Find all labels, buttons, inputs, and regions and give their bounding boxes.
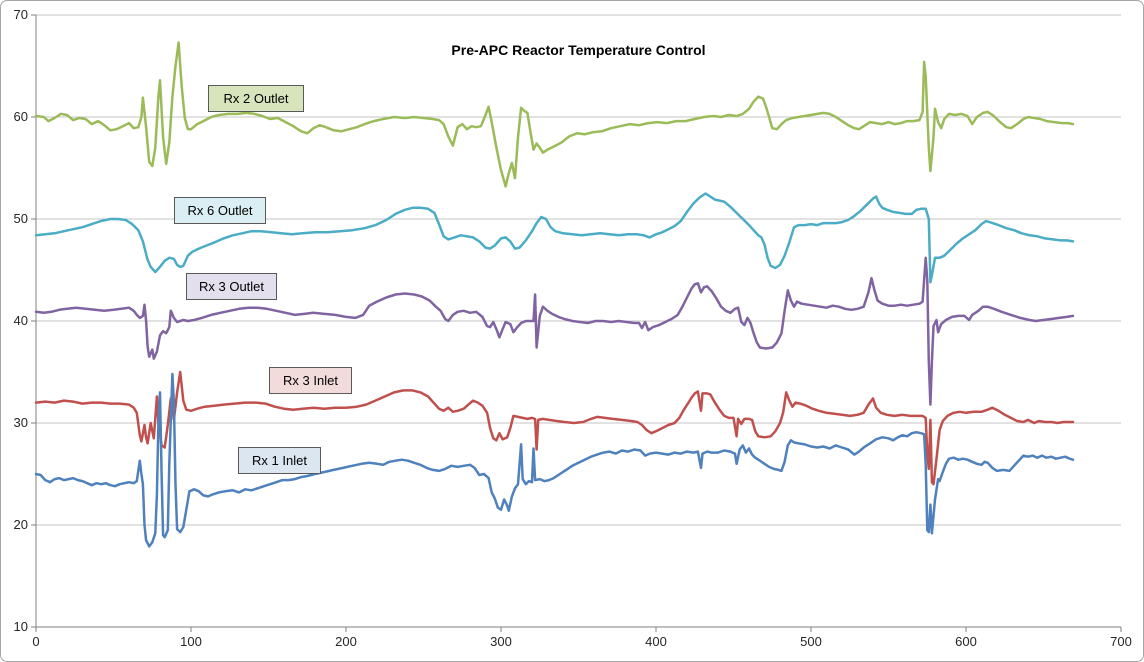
- y-tick-label-60: 60: [14, 109, 28, 124]
- series-line-rx-2-outlet: [34, 41, 1075, 188]
- y-tick-label-40: 40: [14, 313, 28, 328]
- series-line-rx-1-inlet: [34, 372, 1075, 548]
- x-tick-label-400: 400: [645, 634, 667, 649]
- series-label-rx6-outlet: Rx 6 Outlet: [174, 197, 266, 224]
- series-line-rx-6-outlet: [34, 192, 1075, 284]
- x-tick-label-600: 600: [955, 634, 977, 649]
- series-label-rx1-inlet: Rx 1 Inlet: [238, 447, 321, 474]
- y-tick-label-70: 70: [14, 7, 28, 22]
- x-tick-label-200: 200: [335, 634, 357, 649]
- series-label-rx3-inlet: Rx 3 Inlet: [269, 367, 352, 394]
- y-tick-label-50: 50: [14, 211, 28, 226]
- series-line-rx-3-inlet: [34, 370, 1075, 486]
- series-line-rx-3-outlet: [34, 256, 1075, 406]
- series-label-rx2-outlet: Rx 2 Outlet: [208, 85, 304, 112]
- x-tick-label-500: 500: [800, 634, 822, 649]
- y-tick-label-30: 30: [14, 415, 28, 430]
- x-tick-label-300: 300: [490, 634, 512, 649]
- series-label-rx3-outlet: Rx 3 Outlet: [186, 273, 277, 300]
- y-tick-label-10: 10: [14, 619, 28, 634]
- y-tick-label-20: 20: [14, 517, 28, 532]
- x-tick-label-100: 100: [180, 634, 202, 649]
- x-tick-label-0: 0: [32, 634, 39, 649]
- chart-title: Pre-APC Reactor Temperature Control: [451, 42, 706, 58]
- x-tick-label-700: 700: [1110, 634, 1132, 649]
